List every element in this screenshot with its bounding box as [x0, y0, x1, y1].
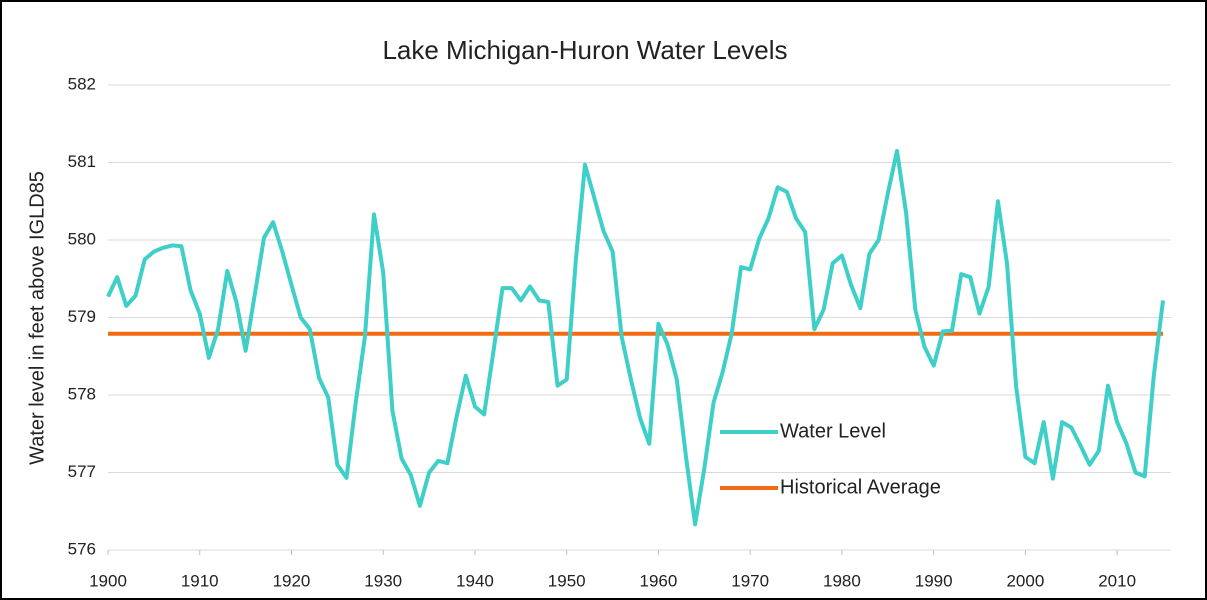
y-axis-label: Water level in feet above IGLD85: [26, 171, 48, 465]
legend-label: Water Level: [780, 420, 886, 442]
chart-title: Lake Michigan-Huron Water Levels: [382, 35, 787, 65]
y-tick-label: 578: [68, 384, 96, 403]
x-tick-label: 1940: [456, 571, 494, 590]
x-tick-label: 1980: [823, 571, 861, 590]
y-tick-label: 576: [68, 539, 96, 558]
x-tick-label: 2010: [1098, 571, 1136, 590]
y-tick-label: 577: [68, 462, 96, 481]
x-tick-label: 1990: [915, 571, 953, 590]
x-tick-label: 1900: [89, 571, 127, 590]
x-tick-label: 1950: [548, 571, 586, 590]
x-tick-label: 1960: [640, 571, 678, 590]
data-line: [106, 148, 1165, 527]
y-tick-label: 581: [68, 152, 96, 171]
legend-label: Historical Average: [780, 476, 941, 498]
y-tick-label: 579: [68, 307, 96, 326]
x-tick-label: 2000: [1006, 571, 1044, 590]
x-tick-label: 1920: [273, 571, 311, 590]
y-tick-label: 582: [68, 74, 96, 93]
x-tick-label: 1910: [181, 571, 219, 590]
x-tick-label: 1970: [731, 571, 769, 590]
x-tick-label: 1930: [364, 571, 402, 590]
y-tick-label: 580: [68, 229, 96, 248]
